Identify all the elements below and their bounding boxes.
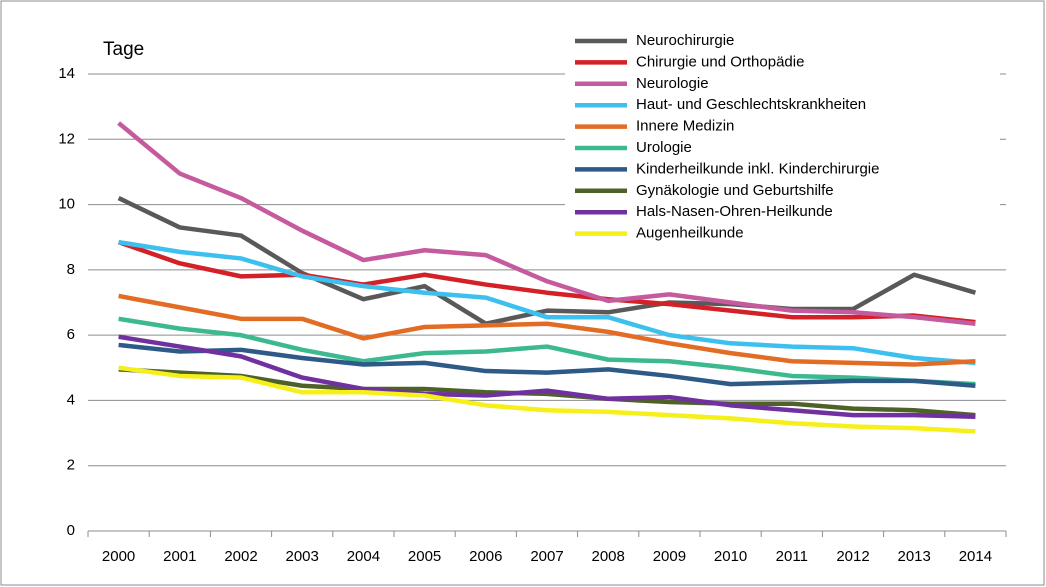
x-tick-label: 2013 [898, 548, 931, 565]
x-tick-label: 2005 [408, 548, 441, 565]
x-tick-label: 2011 [776, 548, 808, 565]
x-tick-label: 2000 [102, 548, 135, 565]
y-tick-label: 2 [67, 457, 75, 474]
x-tick-label: 2008 [592, 548, 625, 565]
legend-label: Gynäkologie und Geburtshilfe [636, 182, 834, 199]
legend-box [565, 28, 1000, 252]
series-line [118, 365, 976, 434]
legend-label: Innere Medizin [636, 118, 734, 135]
x-tick-label: 2003 [286, 548, 319, 565]
y-tick-label: 0 [67, 522, 75, 539]
legend-label: Urologie [636, 139, 692, 156]
x-tick-label: 2006 [469, 548, 502, 565]
x-tick-label: 2014 [959, 548, 992, 565]
y-tick-label: 14 [58, 65, 75, 82]
legend-label: Augenheilkunde [636, 225, 744, 242]
y-tick-label: 12 [58, 130, 75, 147]
x-tick-label: 2012 [836, 548, 869, 565]
x-tick-label: 2009 [653, 548, 686, 565]
legend-label: Haut- und Geschlechtskrankheiten [636, 96, 866, 113]
series-line [118, 342, 976, 388]
x-tick-label: 2004 [347, 548, 380, 565]
x-tick-label: 2007 [530, 548, 563, 565]
x-tick-label: 2010 [714, 548, 747, 565]
series-line [117, 121, 976, 326]
y-tick-label: 8 [67, 261, 75, 278]
legend-label: Hals-Nasen-Ohren-Heilkunde [636, 203, 833, 220]
legend-label: Neurochirurgie [636, 32, 734, 49]
legend-label: Chirurgie und Orthopädie [636, 53, 804, 70]
series-line [118, 316, 976, 387]
series-line [118, 334, 976, 419]
x-tick-label: 2001 [163, 548, 196, 565]
legend-label: Kinderheilkunde inkl. Kinderchirurgie [636, 160, 879, 177]
series-line [117, 239, 976, 325]
legend-label: Neurologie [636, 75, 709, 92]
series-line [118, 293, 976, 367]
series-line [117, 196, 977, 326]
y-tick-label: 4 [67, 391, 75, 408]
y-tick-label: 6 [67, 326, 75, 343]
series-line [118, 239, 976, 366]
x-tick-label: 2002 [224, 548, 257, 565]
series-line [118, 367, 976, 418]
y-tick-label: 10 [58, 196, 75, 213]
y-axis-label: Tage [103, 39, 144, 60]
